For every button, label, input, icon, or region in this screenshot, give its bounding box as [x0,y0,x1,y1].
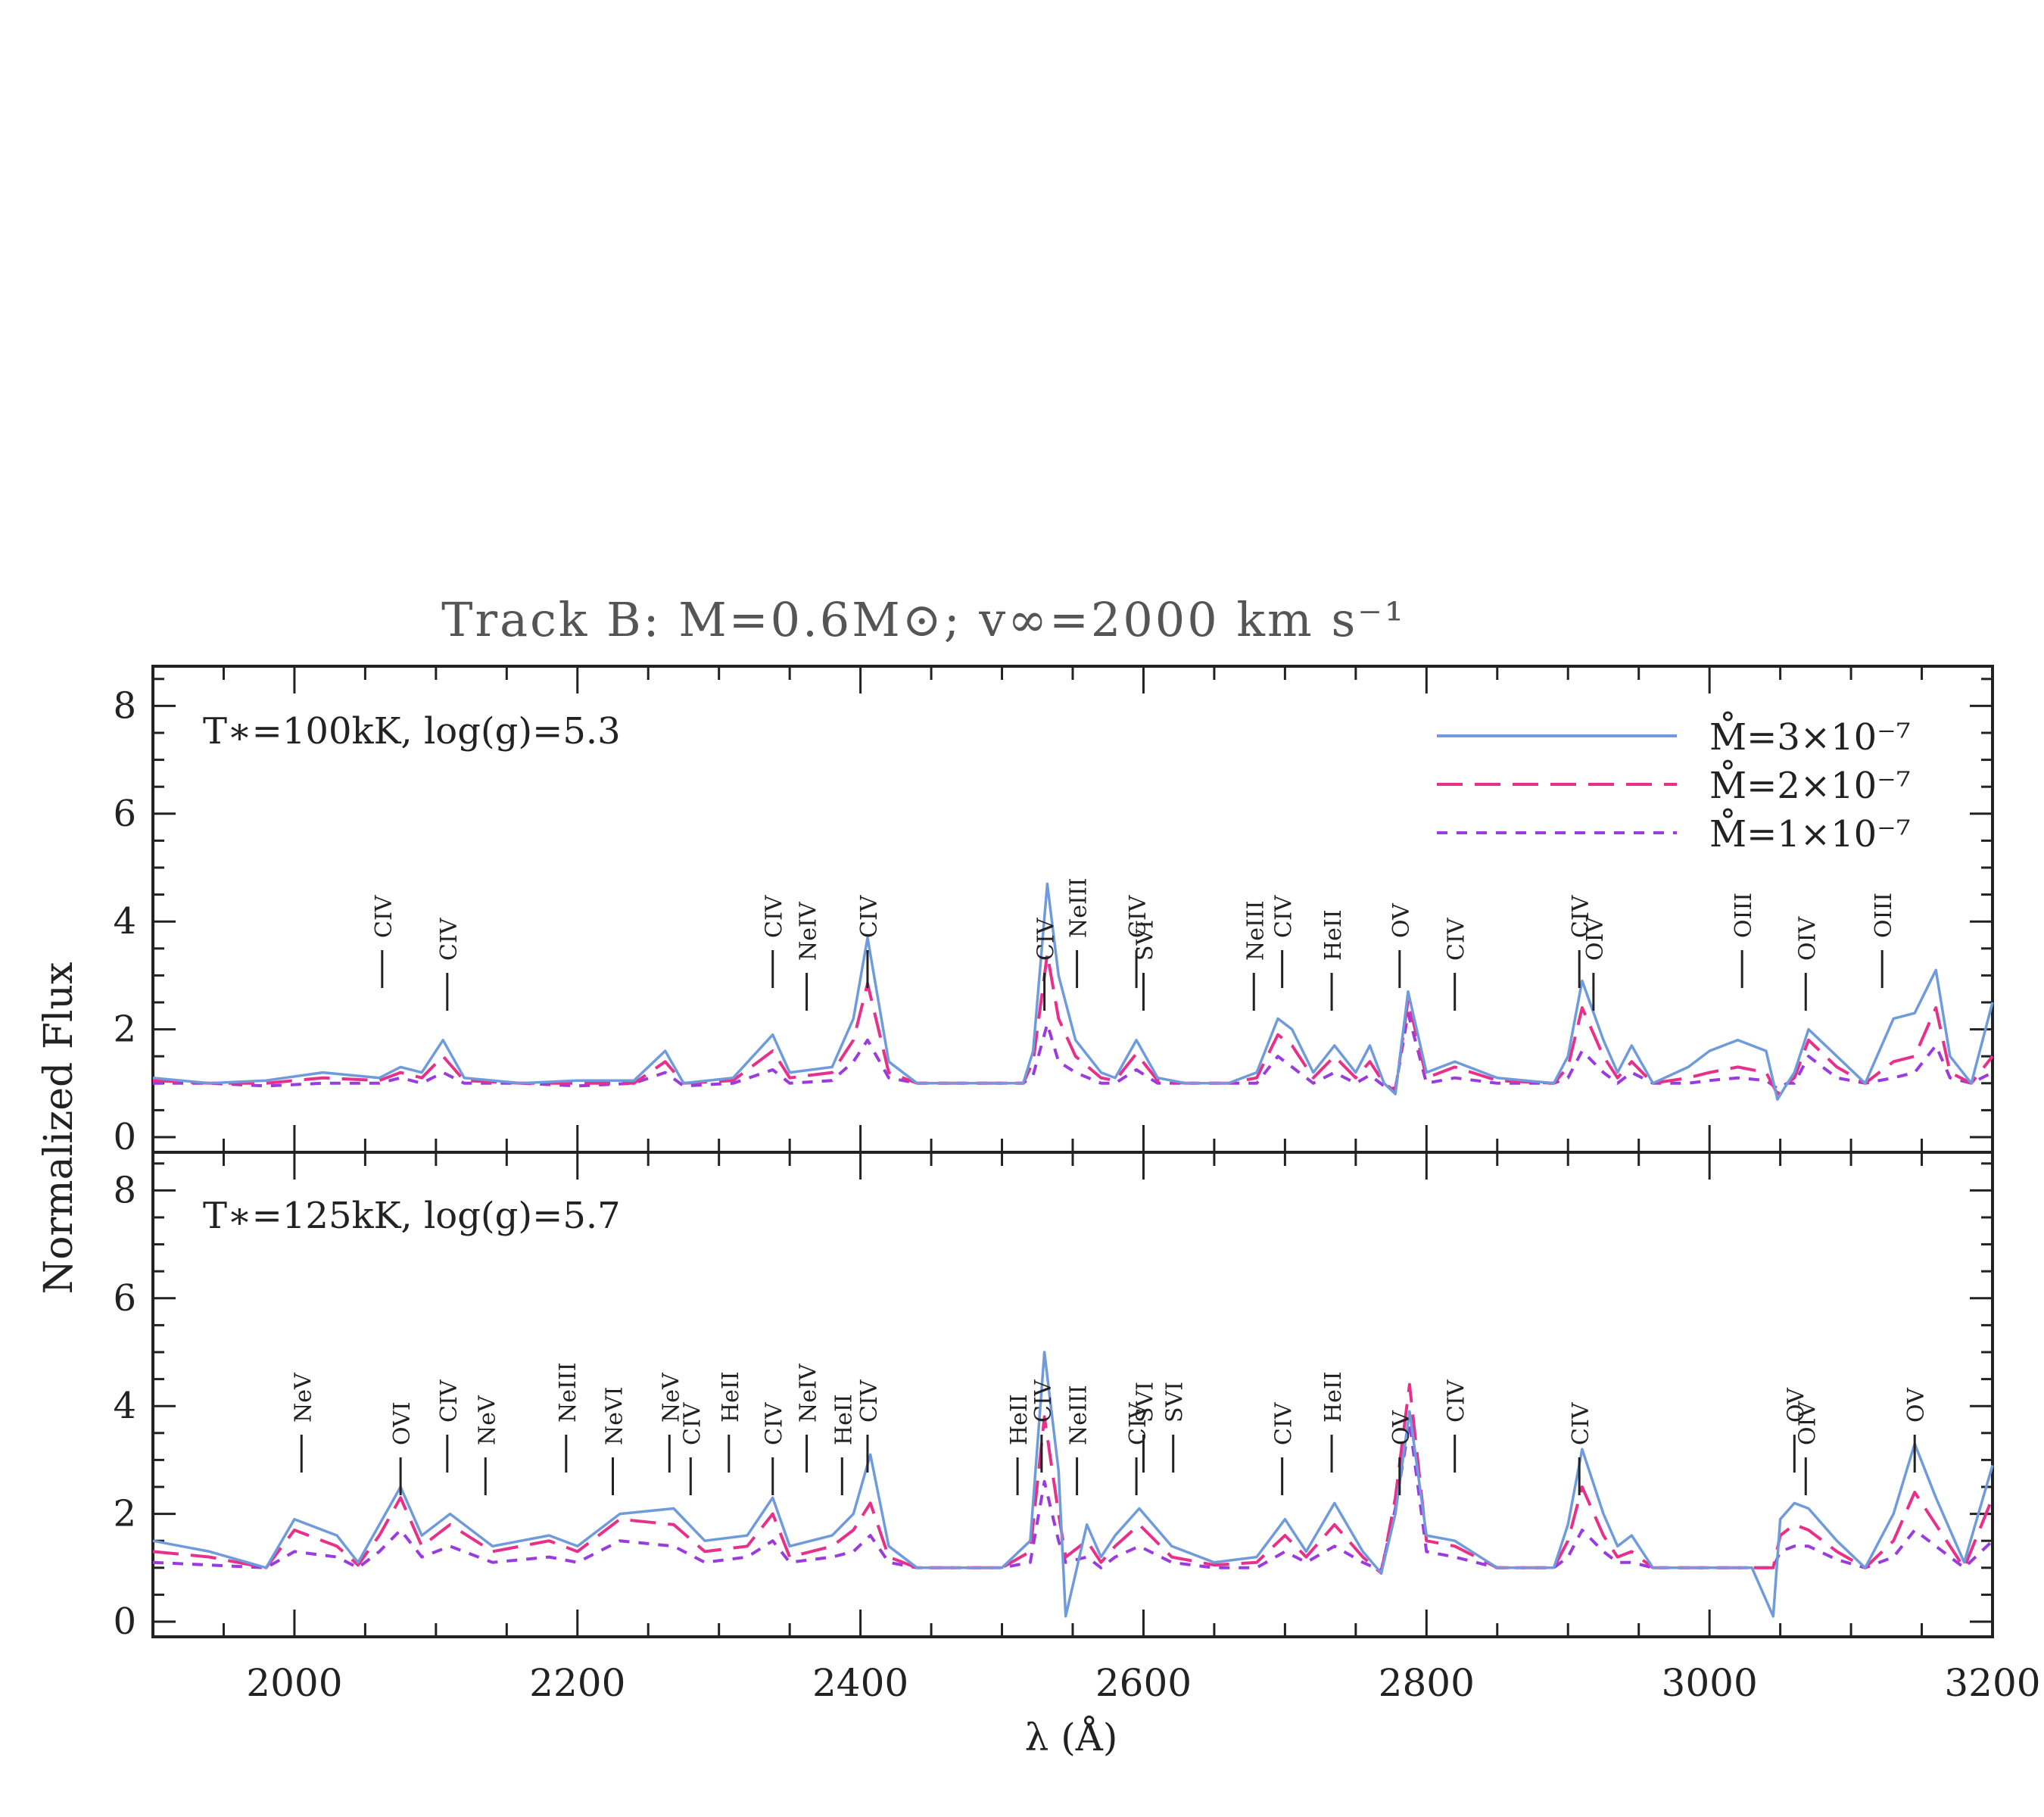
line-id-label: CIV [1444,917,1470,961]
line-id-label: CIV [1444,1379,1470,1423]
series-line [152,882,1994,1101]
y-tick-label: 0 [113,1116,136,1158]
y-tick-label: 0 [113,1600,136,1643]
y-axis-label: Normalized Flux [36,962,82,1295]
line-id-label: CIV [762,894,788,938]
line-id-label: CIV [1125,894,1151,938]
line-id-label: OIV [1794,916,1821,961]
line-id-label: CIV [1271,894,1298,938]
legend-label: M̊=1×10⁻⁷ [1709,807,1911,856]
line-id-label: NeIV [796,901,822,961]
line-id-label: NeIV [796,1363,822,1423]
y-tick-label: 6 [113,793,136,835]
line-id-label: CIV [371,894,397,938]
line-id-label: NeVI [602,1386,628,1445]
line-id-label: OIV [1582,916,1609,961]
line-id-label: SVI [1162,1382,1189,1423]
legend-label: M̊=3×10⁻⁷ [1709,710,1911,759]
series-line [152,1351,1994,1618]
panel-bottom-label: T∗=125kK, log(g)=5.7 [203,1195,621,1237]
line-id-label: CIV [1568,894,1594,938]
line-id-label: NeIII [1242,900,1269,961]
y-tick-label: 4 [113,1385,136,1427]
series-line [152,952,1994,1095]
line-id-label: HeII [1320,909,1347,961]
line-id-label: CIV [856,1379,883,1423]
line-id-label: SVI [1132,1382,1158,1423]
line-id-label: NeIII [1066,1385,1092,1445]
legend-label: M̊=2×10⁻⁷ [1709,759,1911,807]
line-id-label: OVI [389,1401,416,1445]
x-tick-label: 2600 [1095,1661,1192,1705]
y-tick-label: 4 [113,900,136,943]
line-id-label: HeII [718,1371,744,1423]
line-id-label: CIV [436,1379,463,1423]
y-tick-label: 2 [113,1008,136,1051]
line-id-label: CIV [762,1401,788,1445]
y-tick-label: 8 [113,1169,136,1211]
line-id-label: HeII [830,1394,857,1445]
line-id-label: NeV [658,1372,684,1423]
line-id-label: NeIII [1066,877,1092,938]
line-id-label: HeII [1006,1394,1033,1445]
line-id-label: CIV [856,894,883,938]
line-id-label: CIV [1030,1379,1057,1423]
line-id-label: OV [1783,1387,1809,1423]
line-id-label: OV [1388,902,1415,938]
line-id-label: OIII [1871,893,1897,938]
chart-title: Track B: M=0.6M⊙; v∞=2000 km s⁻¹ [441,592,1406,647]
line-id-label: NeV [290,1372,316,1423]
panel-top-label: T∗=100kK, log(g)=5.3 [203,710,621,753]
line-id-label: CIV [1271,1401,1298,1445]
line-id-label: NeIII [555,1362,581,1423]
line-id-label: CIV [1033,917,1060,961]
x-tick-label: 3200 [1944,1661,2040,1705]
y-tick-label: 6 [113,1277,136,1320]
line-id-label: CIV [1125,1401,1151,1445]
x-tick-label: 2400 [812,1661,908,1705]
line-id-label: NeV [474,1395,500,1445]
y-tick-label: 2 [113,1493,136,1535]
x-tick-label: 2000 [246,1661,342,1705]
x-axis-label: λ (Å) [1025,1715,1118,1759]
line-id-label: CIV [1568,1401,1594,1445]
line-id-label: OV [1388,1410,1415,1445]
line-id-label: OIV [1794,1401,1821,1445]
x-tick-label: 2200 [529,1661,625,1705]
line-id-label: CIV [436,917,463,961]
line-id-label: OV [1903,1387,1930,1423]
legend: M̊=3×10⁻⁷M̊=2×10⁻⁷M̊=1×10⁻⁷ [1437,710,1911,856]
y-tick-label: 8 [113,684,136,727]
line-id-label: OIII [1731,893,1757,938]
line-id-label: CIV [679,1401,706,1445]
line-id-label: HeII [1320,1371,1347,1423]
x-tick-label: 3000 [1662,1661,1758,1705]
series-line [152,1382,1994,1575]
x-tick-label: 2800 [1379,1661,1475,1705]
